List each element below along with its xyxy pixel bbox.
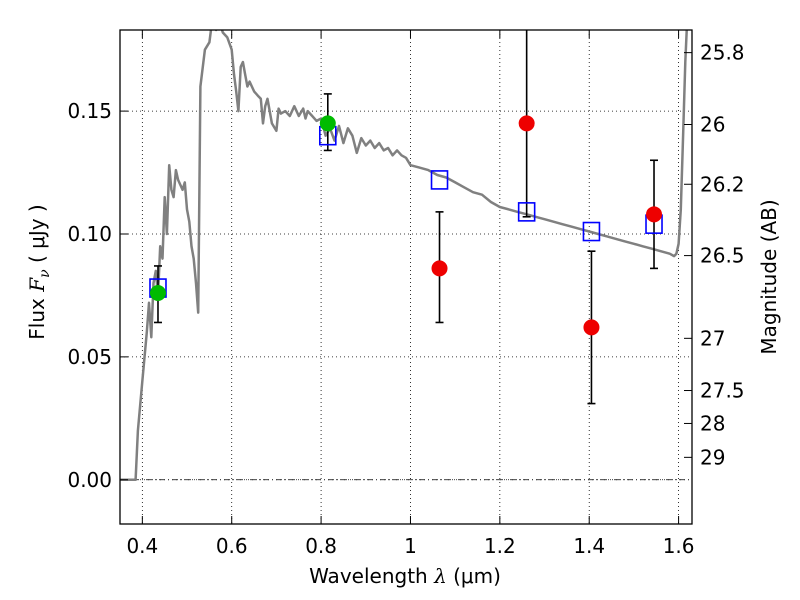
mag-tick-label: 27.5 <box>700 379 745 403</box>
non-detection-point <box>518 115 535 132</box>
mag-tick-label: 27 <box>700 326 725 350</box>
x-tick-label: 1.2 <box>484 534 516 558</box>
model-point-square <box>582 221 601 242</box>
y-axis-label: Flux Fν ( μJy ) <box>25 204 53 339</box>
detection-point <box>319 115 336 132</box>
x-tick-label: 0.4 <box>126 534 158 558</box>
x-tick-label: 1.6 <box>663 534 695 558</box>
non-detection-point <box>583 319 600 336</box>
mag-tick-label: 26.2 <box>700 172 745 196</box>
model-spectrum-line <box>120 30 688 482</box>
x-tick-label: 1 <box>404 534 417 558</box>
non-detection-point <box>431 260 448 277</box>
mag-tick-label: 26.5 <box>700 244 745 268</box>
mag-tick-label: 25.8 <box>700 41 745 65</box>
detection-point <box>149 284 166 301</box>
y-tick-label: 0.15 <box>67 99 112 123</box>
x-axis-label: Wavelength λ (μm) <box>309 564 501 588</box>
model-point-square <box>517 202 536 222</box>
x-tick-label: 0.6 <box>216 534 248 558</box>
x-tick-label: 1.4 <box>573 534 605 558</box>
x-tick-label: 0.8 <box>305 534 337 558</box>
mag-tick-label: 29 <box>700 445 725 469</box>
markers <box>149 115 663 336</box>
model-point-square <box>430 170 449 190</box>
tick-labels: 0.4 0.6 0.8 1 1.2 1.4 1.6 0.00 0.05 0.10 0.15 25.8 2… <box>67 41 744 558</box>
mag-tick-label: 26 <box>700 112 725 136</box>
non-detection-point <box>646 206 663 223</box>
plot-frame <box>119 29 693 525</box>
mag-tick-label: 28 <box>700 411 725 435</box>
y-tick-label: 0.10 <box>67 222 112 246</box>
y-tick-label: 0.00 <box>67 468 112 492</box>
ticks <box>120 30 692 524</box>
right-axis-label: Magnitude (AB) <box>757 199 781 354</box>
plot-area <box>120 30 688 482</box>
model-spectrum <box>120 30 688 482</box>
y-tick-label: 0.05 <box>67 345 112 369</box>
